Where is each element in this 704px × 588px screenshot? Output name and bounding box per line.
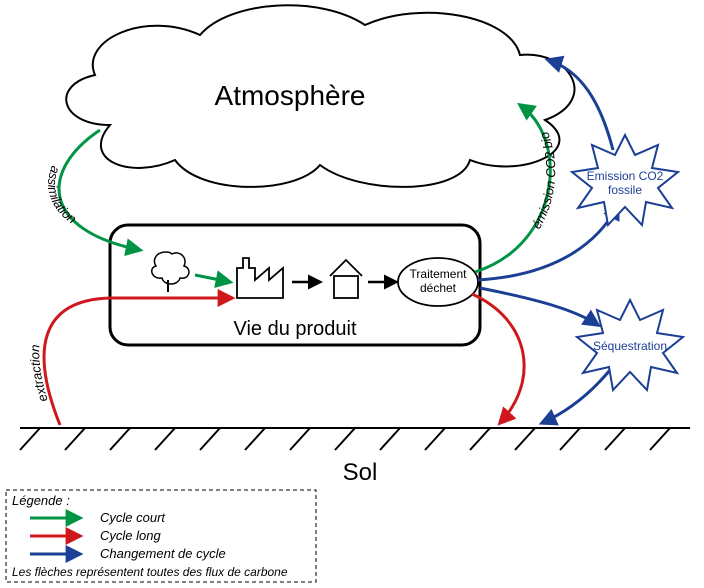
svg-text:déchet: déchet (420, 281, 457, 295)
svg-text:Emission CO2: Emission CO2 (587, 169, 664, 183)
svg-text:fossile: fossile (608, 183, 642, 197)
atmosphere-cloud: Atmosphère (66, 5, 574, 187)
svg-text:Séquestration: Séquestration (593, 339, 667, 353)
burst-emission: Emission CO2 fossile (572, 135, 678, 225)
legend-item-0: Cycle court (100, 510, 166, 525)
legend-item-1: Cycle long (100, 528, 161, 543)
legend-footnote: Les flèches représentent toutes des flux… (12, 565, 288, 579)
legend-item-2: Changement de cycle (100, 546, 226, 561)
ground-label: Sol (343, 459, 378, 486)
svg-text:Traitement: Traitement (410, 267, 468, 281)
product-life-box: Vie du produit Traitement déchet (110, 225, 480, 345)
label-extraction: extraction (27, 344, 50, 404)
burst-sequestration: Séquestration (577, 300, 683, 390)
legend-box: Légende : Cycle court Cycle long Changem… (6, 490, 316, 582)
ground: Sol (20, 428, 690, 486)
product-life-label: Vie du produit (233, 318, 357, 340)
legend-title: Légende : (12, 493, 70, 508)
diagram: Atmosphère Vie du produit Traitement d (0, 0, 704, 588)
atmosphere-label: Atmosphère (215, 80, 366, 111)
arrow-to-seq-burst (480, 288, 598, 325)
arrow-seq-to-ground (542, 370, 610, 423)
treatment-node: Traitement déchet (398, 258, 478, 306)
